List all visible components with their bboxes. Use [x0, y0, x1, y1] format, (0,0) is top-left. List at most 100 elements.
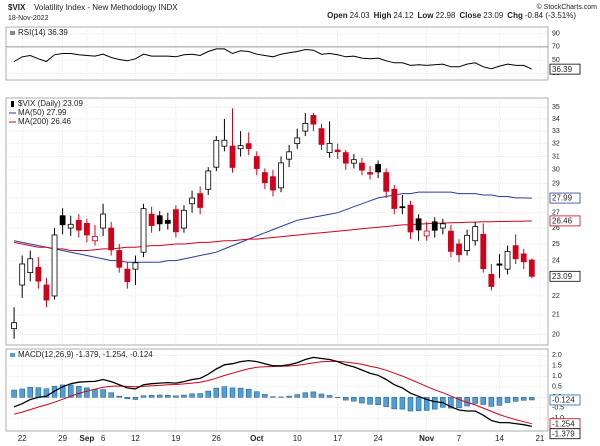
histogram-bar [286, 395, 292, 398]
candle-body [197, 193, 204, 208]
candle-body [431, 221, 438, 231]
candle-body [472, 226, 479, 242]
legend-label: MA(50) 27.99 [18, 108, 67, 117]
candle-body [261, 172, 268, 184]
candle-body [512, 245, 519, 260]
quote-value: 24.12 [393, 11, 414, 20]
histogram-bar [116, 395, 123, 398]
candle-body [407, 204, 414, 233]
legend-label: $VIX (Daily) 23.09 [18, 99, 83, 108]
candle-body [229, 145, 236, 168]
candle-body [213, 139, 220, 168]
histogram-bar [488, 397, 495, 407]
candle-body [43, 284, 50, 301]
candle-body [278, 162, 284, 189]
histogram-bar [318, 393, 325, 398]
end-tag [549, 63, 581, 75]
candle-body [148, 213, 155, 226]
histogram-bar [359, 397, 365, 404]
x-tick-label: 10 [293, 434, 302, 443]
candle-body [245, 143, 252, 149]
candle-body [399, 206, 406, 209]
symbol: $VIX [8, 3, 26, 12]
candle-body [294, 137, 301, 145]
histogram-bar [399, 397, 406, 410]
security-name: Volatility Index - New Methodology INDX [34, 3, 178, 12]
candle-body [181, 209, 187, 229]
candle-body [75, 219, 82, 231]
candle-body [270, 176, 276, 191]
histogram-bar [472, 397, 478, 404]
histogram-bar [11, 389, 17, 398]
histogram-bar [456, 397, 462, 409]
candle-body [383, 172, 390, 192]
candle-body [367, 172, 373, 175]
histogram-bar [367, 397, 373, 405]
candle-body [59, 215, 66, 226]
histogram-bar [415, 397, 422, 412]
x-tick-label: 29 [58, 434, 67, 443]
histogram-bar [132, 397, 139, 400]
candle-body [504, 251, 511, 270]
candle-body [359, 162, 365, 171]
histogram-bar [302, 392, 309, 398]
histogram-bar [237, 387, 244, 398]
end-tag-label: 23.09 [552, 272, 573, 281]
end-tag-label: -1.254 [552, 419, 575, 428]
histogram-bar [197, 393, 203, 398]
histogram-bar [173, 395, 179, 398]
legend-swatch [11, 101, 14, 107]
y-tick-label: 26 [552, 225, 560, 232]
y-tick-label: 90 [552, 30, 560, 37]
candle-body [456, 243, 462, 256]
end-tag-label: -1.379 [552, 429, 575, 438]
candle-body [342, 152, 349, 164]
legend-label: RSI(14) 36.39 [18, 28, 68, 37]
candle-body [205, 170, 212, 190]
y-tick-label: 24 [552, 257, 560, 264]
candle-body [286, 151, 293, 160]
histogram-bar [140, 395, 147, 398]
candle-body [116, 250, 123, 268]
histogram-bar [512, 397, 519, 402]
end-tag [549, 394, 581, 406]
y-tick-label: 0.5 [552, 384, 562, 391]
x-tick-label: Oct [250, 434, 264, 443]
legend-swatch [10, 353, 15, 357]
candle-body [172, 209, 179, 233]
histogram-bar [375, 397, 381, 405]
candle-body [520, 253, 527, 263]
candle-body [488, 273, 495, 287]
histogram-bar [43, 388, 50, 398]
y-tick-label: 1.5 [552, 363, 562, 370]
x-tick-label: 26 [212, 434, 221, 443]
candle-body [464, 234, 471, 251]
x-tick-label: 12 [131, 434, 140, 443]
quote: Open 24.03 High 24.12 Low 22.98 Close 23.09 Chg -… [327, 11, 576, 20]
candle-body [92, 236, 98, 242]
candle-body [415, 218, 422, 231]
panel [5, 26, 549, 81]
histogram-bar [221, 386, 228, 398]
legend-label: MACD(12,26,9) -1.379, -1.254, -0.124 [18, 350, 153, 359]
quote-label: High [374, 11, 392, 20]
candle-body [67, 223, 74, 229]
candle-body [334, 149, 341, 153]
candle-body [132, 262, 139, 270]
candle-body [350, 159, 357, 164]
x-tick-label: 22 [18, 434, 27, 443]
x-tick-label: 7 [457, 434, 462, 443]
y-tick-label: 25 [552, 241, 560, 248]
histogram-bar [520, 397, 527, 401]
x-tick-label: Sep [80, 434, 95, 443]
histogram-bar [262, 394, 268, 398]
x-tick-label: 6 [101, 434, 106, 443]
x-tick-label: 17 [333, 434, 342, 443]
x-tick-label: 21 [535, 434, 544, 443]
x-tick-label: 24 [374, 434, 383, 443]
candle-body [302, 123, 309, 132]
x-tick-label: 14 [495, 434, 504, 443]
candle-body [51, 234, 58, 297]
histogram-bar [100, 389, 106, 398]
y-tick-label: 29 [552, 180, 560, 187]
